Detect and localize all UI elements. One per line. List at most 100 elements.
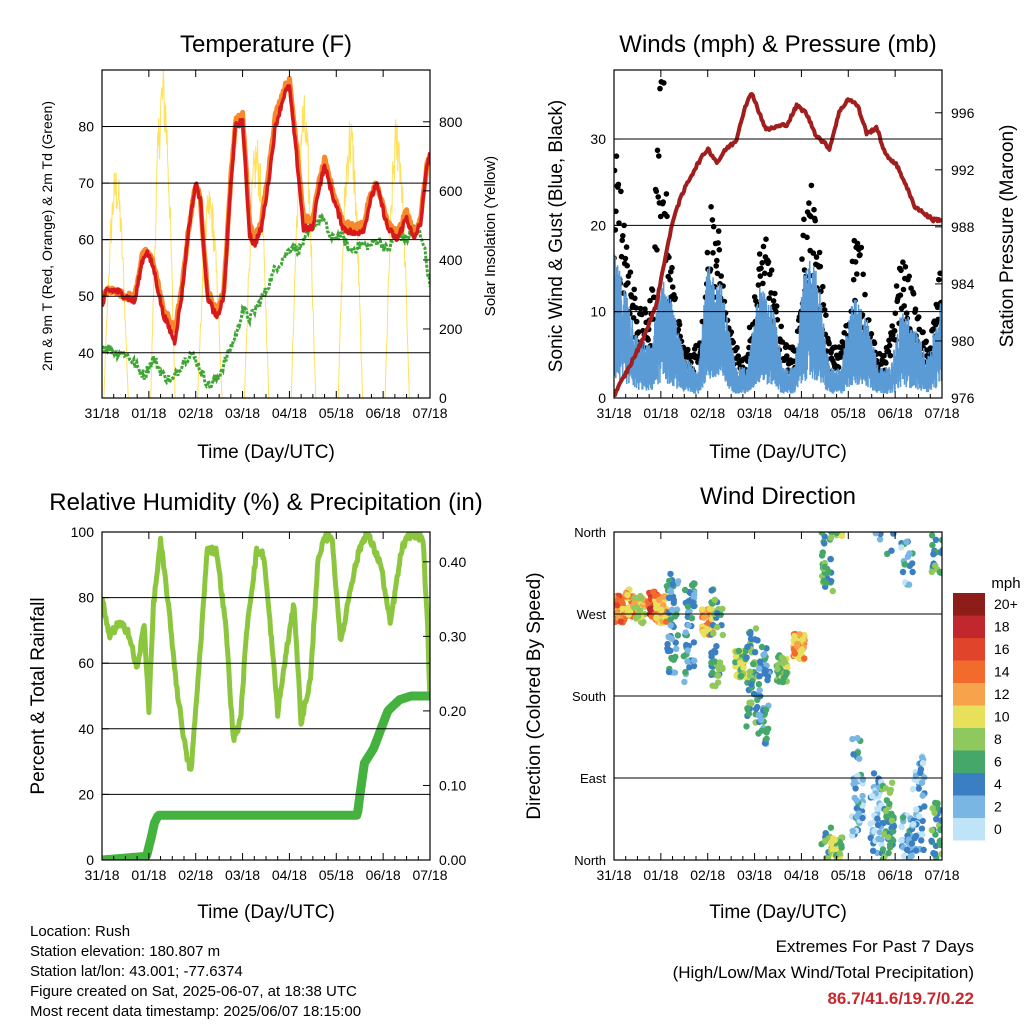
direction-point <box>928 837 935 844</box>
direction-point <box>801 655 808 662</box>
direction-point <box>699 606 706 613</box>
solar-insolation-line <box>102 70 430 398</box>
gust-point <box>920 329 926 335</box>
gust-point <box>778 323 784 330</box>
direction-point <box>909 568 916 576</box>
colorbar-label: 2 <box>994 799 1002 815</box>
direction-point <box>663 582 671 590</box>
direction-xlabel: Time (Day/UTC) <box>709 902 847 923</box>
direction-point <box>691 591 698 599</box>
direction-point <box>711 596 719 603</box>
gust-point <box>927 345 934 351</box>
direction-point <box>763 735 770 742</box>
gust-point <box>813 254 820 260</box>
direction-point <box>669 581 676 588</box>
gust-point <box>811 206 817 213</box>
gust-point <box>619 237 625 244</box>
direction-point <box>667 570 674 578</box>
gust-point <box>810 250 817 256</box>
gust-point <box>835 364 842 371</box>
colorbar-swatch <box>953 660 985 683</box>
direction-point <box>872 532 879 537</box>
direction-point <box>899 568 907 576</box>
plot-frame <box>101 69 431 399</box>
colorbar-swatch <box>953 818 985 841</box>
gust-point <box>860 271 866 278</box>
direction-point <box>853 805 860 812</box>
direction-point <box>737 659 744 666</box>
gust-point <box>757 273 764 279</box>
gust-point <box>887 352 894 359</box>
station-info: Location: Rush Station elevation: 180.80… <box>30 922 361 1022</box>
direction-point <box>906 853 914 860</box>
colorbar-swatch <box>953 615 985 638</box>
direction-series <box>614 532 942 860</box>
gust-point <box>710 223 717 230</box>
x-tick-label: 02/18 <box>178 405 213 421</box>
colorbar-swatch <box>953 750 985 773</box>
x-tick-label: 31/18 <box>596 867 631 883</box>
gust-point <box>763 236 769 242</box>
y-tick-label: West <box>577 607 607 622</box>
direction-point <box>690 639 698 646</box>
direction-point <box>913 806 920 813</box>
direction-point <box>855 810 862 817</box>
direction-point <box>859 792 866 800</box>
gust-point <box>883 360 889 366</box>
direction-point <box>774 665 781 673</box>
colorbar-swatch <box>953 683 985 706</box>
gust-point <box>816 249 823 256</box>
direction-point <box>686 608 693 615</box>
direction-point <box>751 649 759 656</box>
direction-point <box>910 821 917 828</box>
direction-point <box>617 618 624 625</box>
colorbar-label: 4 <box>994 776 1002 792</box>
gust-point <box>767 271 773 278</box>
gust-point <box>891 328 898 334</box>
colorbar-swatch <box>953 593 985 616</box>
direction-point <box>838 532 846 539</box>
gust-point <box>657 85 663 92</box>
gust-point <box>868 331 875 337</box>
x-tick-label: 05/18 <box>831 405 866 421</box>
direction-point <box>918 837 925 844</box>
gust-point <box>669 284 676 290</box>
gust-point <box>735 353 742 359</box>
colorbar-label: 6 <box>994 754 1002 770</box>
colorbar-label: 20+ <box>994 596 1018 612</box>
direction-point <box>652 604 660 612</box>
winds-plot-area: 31/18 01/18 02/18 03/18 04/18 05/18 06/18 07/18… <box>590 69 975 421</box>
direction-point <box>886 789 894 796</box>
y-tick-label: 20 <box>590 217 606 233</box>
direction-point <box>890 828 897 835</box>
extremes-box: Extremes For Past 7 Days (High/Low/Max W… <box>673 934 974 1012</box>
direction-point <box>919 792 926 799</box>
winds-ylabel-right: Station Pressure (Maroon) <box>997 125 1018 348</box>
gust-point <box>615 181 622 188</box>
gust-point <box>858 244 865 251</box>
direction-point <box>750 660 757 668</box>
direction-point <box>719 665 726 673</box>
colorbar-swatch <box>953 705 985 728</box>
direction-point <box>715 672 722 679</box>
x-tick-label: 05/18 <box>831 867 866 883</box>
x-tick-label: 06/18 <box>878 867 913 883</box>
direction-point <box>882 785 890 792</box>
figure-created: Figure created on Sat, 2025-06-07, at 18… <box>30 983 357 1000</box>
gust-point <box>716 247 723 253</box>
direction-point <box>764 673 772 680</box>
gust-point <box>633 305 639 311</box>
gust-point <box>900 259 906 266</box>
gust-point <box>663 191 670 197</box>
y-right-tick-label: 996 <box>951 105 975 121</box>
direction-point <box>827 555 834 563</box>
direction-point <box>920 846 927 853</box>
direction-point <box>836 850 844 857</box>
direction-point <box>930 850 937 857</box>
direction-point <box>869 847 877 854</box>
direction-point <box>928 568 935 575</box>
direction-point <box>849 735 856 743</box>
direction-point <box>827 534 835 541</box>
direction-point <box>903 846 911 854</box>
direction-point <box>798 646 805 653</box>
